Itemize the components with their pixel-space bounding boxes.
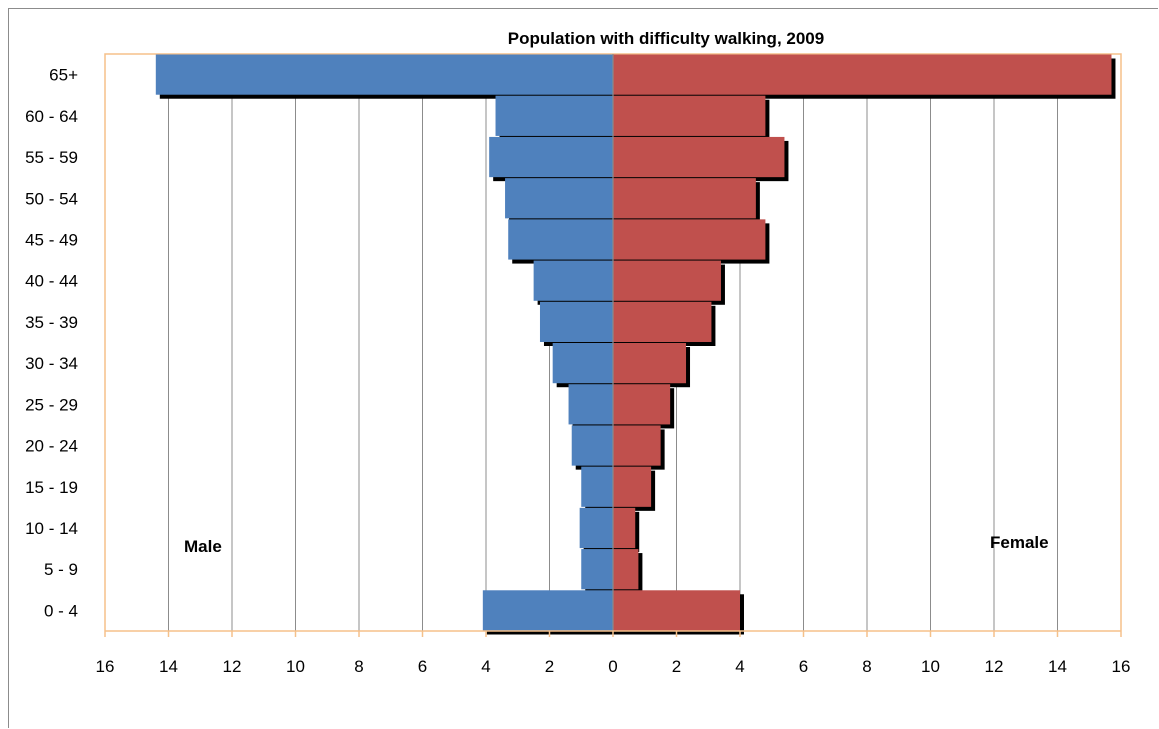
- y-tick-label: 60 - 64: [25, 107, 78, 126]
- female-bar: [613, 178, 756, 219]
- grid-lines: [168, 54, 1058, 631]
- male-bar: [505, 178, 613, 219]
- x-tick-label: 16: [96, 657, 115, 676]
- y-tick-label: 20 - 24: [25, 437, 78, 456]
- female-bar: [613, 219, 766, 260]
- female-bar: [613, 343, 687, 384]
- x-tick-label: 2: [545, 657, 554, 676]
- y-tick-label: 25 - 29: [25, 395, 78, 414]
- female-bar: [613, 590, 740, 631]
- y-tick-label: 15 - 19: [25, 478, 78, 497]
- female-label: Female: [990, 533, 1049, 552]
- x-tick-label: 16: [1112, 657, 1131, 676]
- axes: [104, 54, 1122, 637]
- y-tick-label: 35 - 39: [25, 313, 78, 332]
- male-bar: [552, 343, 613, 384]
- male-bar: [539, 301, 613, 342]
- x-tick-label: 12: [223, 657, 242, 676]
- female-bar: [613, 507, 636, 549]
- female-bar: [613, 260, 721, 301]
- x-tick-label: 10: [921, 657, 940, 676]
- chart-title: Population with difficulty walking, 2009: [508, 29, 824, 48]
- x-tick-label: 4: [481, 657, 490, 676]
- y-tick-label: 55 - 59: [25, 148, 78, 167]
- x-tick-label: 8: [354, 657, 363, 676]
- y-tick-label: 40 - 44: [25, 272, 78, 291]
- x-tick-label: 14: [1048, 657, 1067, 676]
- x-tick-label: 8: [862, 657, 871, 676]
- x-tick-label: 6: [799, 657, 808, 676]
- female-bar: [613, 384, 671, 425]
- x-tick-label: 14: [159, 657, 178, 676]
- male-bar: [482, 590, 613, 631]
- female-bar: [613, 136, 785, 178]
- male-bar: [581, 466, 613, 507]
- y-tick-label: 50 - 54: [25, 189, 78, 208]
- y-axis-labels: 0 - 4 5 - 9 10 - 14 15 - 19 20 - 24 25 - 29 30…: [25, 66, 78, 621]
- bars: [155, 54, 1112, 631]
- x-tick-label: 4: [735, 657, 744, 676]
- male-bar: [571, 425, 613, 466]
- y-tick-label: 65+: [49, 66, 78, 85]
- female-bar: [613, 95, 766, 136]
- y-tick-label: 10 - 14: [25, 519, 78, 538]
- x-tick-label: 2: [672, 657, 681, 676]
- y-tick-label: 30 - 34: [25, 354, 78, 373]
- x-tick-label: 6: [418, 657, 427, 676]
- y-tick-label: 45 - 49: [25, 230, 78, 249]
- female-bar: [613, 54, 1112, 95]
- male-bar: [155, 54, 614, 95]
- male-bar: [579, 507, 613, 549]
- female-bar: [613, 466, 652, 507]
- male-label: Male: [184, 537, 222, 556]
- male-bar: [489, 136, 613, 178]
- male-bar: [581, 549, 613, 590]
- x-tick-label: 0: [608, 657, 617, 676]
- female-bar: [613, 425, 661, 466]
- male-bar: [568, 384, 613, 425]
- female-bar: [613, 549, 639, 590]
- x-tick-label: 10: [286, 657, 305, 676]
- male-bar: [508, 219, 613, 260]
- y-tick-label: 0 - 4: [44, 601, 78, 620]
- x-tick-label: 12: [985, 657, 1004, 676]
- x-axis-labels: 16 14 12 10 8 6 4 2 0 2 4 6 8 10 12 14 16: [96, 657, 1131, 676]
- male-bar: [495, 95, 613, 136]
- male-bar: [533, 260, 613, 301]
- female-bar: [613, 301, 712, 342]
- y-tick-label: 5 - 9: [44, 560, 78, 579]
- chart-frame: [8, 8, 1158, 728]
